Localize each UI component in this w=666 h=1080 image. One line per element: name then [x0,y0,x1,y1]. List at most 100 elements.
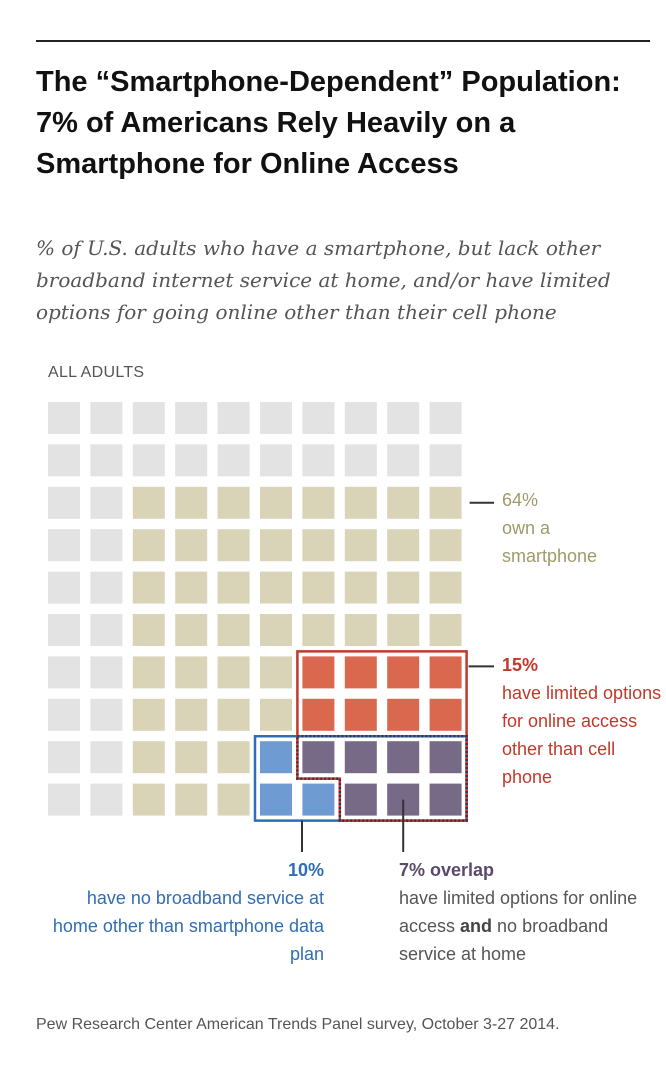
waffle-cell-limited [429,656,462,689]
waffle-cell-base [344,402,377,434]
waffle-cell-limited [302,656,335,689]
limited-annotation: 15% have limited options for online acce… [502,651,662,791]
waffle-cell-base [48,444,80,477]
waffle-cell-smartphone [132,656,165,689]
waffle-cell-smartphone [302,529,335,562]
smartphone-text: own a smartphone [502,518,598,566]
waffle-cell-base [90,571,123,604]
waffle-cell-limited [302,698,335,731]
waffle-cell-base [260,444,292,477]
waffle-cell-limited [387,698,420,731]
waffle-cell-smartphone [217,614,250,646]
waffle-cell-smartphone [387,486,420,519]
waffle-cell-smartphone [344,614,377,646]
overlap-text-bold: and [460,916,493,936]
waffle-cell-broadband [260,741,292,774]
waffle-cell-base [90,402,123,434]
waffle-cell-smartphone [217,571,250,604]
waffle-cell-limited [429,698,462,731]
waffle-cell-smartphone [260,698,292,731]
waffle-cell-smartphone [132,486,165,519]
overlap-pct: 7% overlap [399,860,495,880]
waffle-cell-smartphone [132,741,165,774]
waffle-cell-smartphone [175,614,208,646]
broadband-annotation: 10% have no broadband service at home ot… [40,856,324,968]
overlap-text-before: have limited options for online access [399,888,638,936]
waffle-cell-base [175,402,208,434]
waffle-cell-base [132,444,165,477]
waffle-cell-base [90,698,123,731]
waffle-cell-base [48,698,80,731]
waffle-cell-base [90,486,123,519]
waffle-cell-smartphone [217,698,250,731]
smartphone-pct: 64% [502,490,539,510]
waffle-cell-smartphone [387,529,420,562]
waffle-cell-overlap [429,741,462,774]
waffle-cell-base [90,783,123,816]
waffle-cell-smartphone [175,656,208,689]
waffle-cell-base [429,402,462,434]
waffle-cell-smartphone [429,614,462,646]
waffle-cell-smartphone [260,571,292,604]
group-label: ALL ADULTS [48,364,145,381]
chart-title: The “Smartphone-Dependent” Population: 7… [36,66,621,180]
waffle-cell-base [48,614,80,646]
waffle-cell-overlap [344,741,377,774]
waffle-cell-smartphone [260,656,292,689]
waffle-cell-smartphone [302,614,335,646]
waffle-cell-smartphone [217,486,250,519]
overlap-text-after: no broadband service at home [399,916,609,964]
waffle-cell-base [90,529,123,562]
waffle-cell-smartphone [260,529,292,562]
waffle-cell-overlap [429,783,462,816]
waffle-cell-smartphone [175,783,208,816]
waffle-cell-smartphone [344,571,377,604]
waffle-cell-base [387,444,420,477]
waffle-cell-base [344,444,377,477]
waffle-cell-base [48,402,80,434]
waffle-cell-overlap [344,783,377,816]
waffle-cell-base [132,402,165,434]
waffle-cell-smartphone [387,571,420,604]
waffle-cell-limited [344,698,377,731]
waffle-cell-smartphone [344,529,377,562]
waffle-cell-smartphone [217,656,250,689]
waffle-cell-smartphone [175,529,208,562]
waffle-cell-smartphone [429,571,462,604]
overlap-text: have limited options for online access a… [399,884,659,968]
waffle-cell-broadband [260,783,292,816]
waffle-cell-smartphone [132,529,165,562]
waffle-cell-smartphone [175,486,208,519]
limited-pct: 15% [502,655,539,675]
waffle-cell-broadband [302,783,335,816]
waffle-cell-smartphone [260,486,292,519]
waffle-cell-smartphone [217,529,250,562]
waffle-cell-smartphone [132,783,165,816]
waffle-cell-base [217,444,250,477]
waffle-cell-limited [344,656,377,689]
limited-text: have limited options for online access o… [502,683,662,787]
waffle-cell-base [90,444,123,477]
waffle-cell-base [302,402,335,434]
waffle-cell-base [260,402,292,434]
waffle-cells [48,402,462,816]
waffle-cell-smartphone [429,486,462,519]
waffle-cell-base [48,656,80,689]
broadband-text: have no broadband service at home other … [52,888,324,964]
waffle-cell-limited [387,656,420,689]
waffle-cell-smartphone [217,741,250,774]
chart-subtitle: % of U.S. adults who have a smartphone, … [36,236,611,324]
waffle-cell-base [48,486,80,519]
waffle-cell-overlap [387,741,420,774]
waffle-cell-smartphone [387,614,420,646]
waffle-cell-smartphone [175,571,208,604]
waffle-cell-base [217,402,250,434]
overlap-outline [296,734,468,822]
waffle-cell-overlap [302,741,335,774]
waffle-cell-base [48,741,80,774]
smartphone-annotation: 64% own a smartphone [502,486,632,570]
waffle-cell-base [302,444,335,477]
waffle-cell-smartphone [132,698,165,731]
waffle-cell-smartphone [217,783,250,816]
